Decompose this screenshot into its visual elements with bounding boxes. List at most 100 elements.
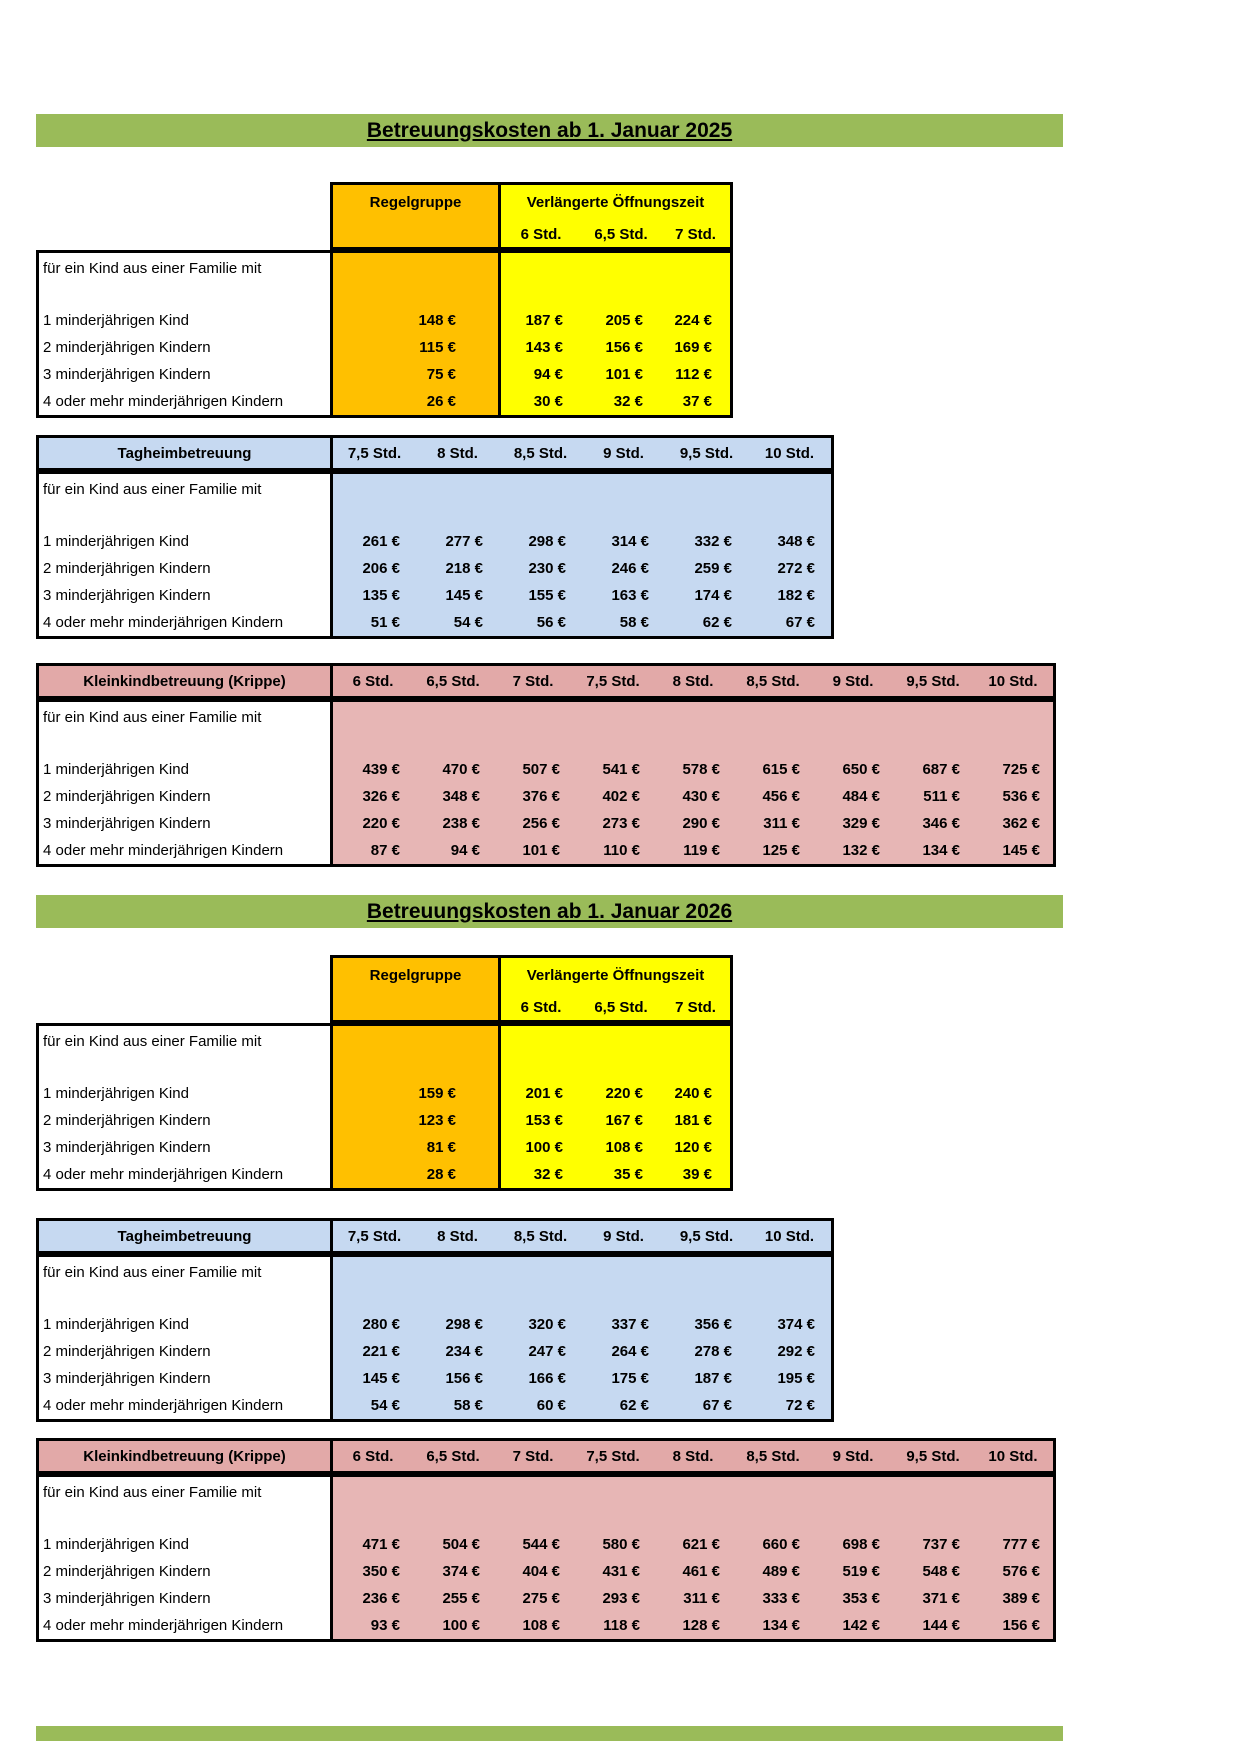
fee-value-cell: 376 €: [493, 783, 573, 810]
column-header-cell: 9 Std.: [582, 1221, 665, 1251]
row-label-cell: 3 minderjährigen Kindern: [39, 582, 333, 609]
column-header-cell: 9,5 Std.: [893, 1441, 973, 1471]
empty-cell: [581, 1026, 661, 1056]
fee-value-cell: 123 €: [333, 1107, 501, 1134]
fee-value-cell: 174 €: [665, 582, 748, 609]
next-section-title-bar-partial: [36, 1726, 1063, 1741]
fee-value-cell: 28 €: [333, 1161, 501, 1188]
fee-value-cell: 145 €: [416, 582, 499, 609]
empty-cell: [573, 1507, 653, 1531]
fee-value-cell: 175 €: [582, 1365, 665, 1392]
fee-value-cell: 145 €: [333, 1365, 416, 1392]
fee-value-cell: 182 €: [748, 582, 831, 609]
column-header-cell: 6,5 Std.: [413, 666, 493, 696]
empty-cell: [581, 253, 661, 283]
empty-cell: [733, 702, 813, 732]
row-label-cell: 4 oder mehr minderjährigen Kindern: [39, 1161, 333, 1188]
regelgruppe-header-cell: Regelgruppe: [333, 958, 501, 1020]
empty-cell: [333, 1477, 413, 1507]
empty-cell: [748, 474, 831, 504]
empty-cell: [573, 732, 653, 756]
fee-value-cell: 128 €: [653, 1612, 733, 1639]
empty-cell: [333, 1026, 501, 1056]
row-label-cell: 1 minderjährigen Kind: [39, 1531, 333, 1558]
fee-value-cell: 51 €: [333, 609, 416, 636]
fee-value-cell: 100 €: [413, 1612, 493, 1639]
fee-value-cell: 504 €: [413, 1531, 493, 1558]
fee-value-cell: 650 €: [813, 756, 893, 783]
column-header-cell: 7,5 Std.: [333, 438, 416, 468]
fee-value-cell: 62 €: [665, 609, 748, 636]
fee-table-body: für ein Kind aus einer Familie mit 1 mind…: [36, 1254, 834, 1422]
empty-cell: [661, 253, 730, 283]
fee-value-cell: 163 €: [582, 582, 665, 609]
regel-table-body: für ein Kind aus einer Familie mit 1 mind…: [36, 1023, 733, 1191]
fee-value-cell: 142 €: [813, 1612, 893, 1639]
fee-value-cell: 37 €: [661, 388, 730, 415]
fee-value-cell: 156 €: [416, 1365, 499, 1392]
fee-value-cell: 148 €: [333, 307, 501, 334]
empty-cell: [733, 1507, 813, 1531]
empty-cell: [501, 1026, 581, 1056]
intro-label-cell: für ein Kind aus einer Familie mit: [39, 702, 333, 732]
column-header-cell: 9 Std.: [813, 1441, 893, 1471]
fee-value-cell: 362 €: [973, 810, 1053, 837]
fee-value-cell: 155 €: [499, 582, 582, 609]
intro-label-cell: für ein Kind aus einer Familie mit: [39, 1477, 333, 1507]
row-label-cell: 1 minderjährigen Kind: [39, 756, 333, 783]
column-header-cell: 10 Std.: [748, 438, 831, 468]
column-header-cell: 6 Std.: [333, 1441, 413, 1471]
empty-cell: [733, 732, 813, 756]
fee-value-cell: 94 €: [413, 837, 493, 864]
empty-cell: [813, 732, 893, 756]
empty-cell: [333, 474, 416, 504]
fee-value-cell: 259 €: [665, 555, 748, 582]
fee-value-cell: 181 €: [661, 1107, 730, 1134]
fee-value-cell: 374 €: [748, 1311, 831, 1338]
empty-cell: [333, 1257, 416, 1287]
fee-value-cell: 35 €: [581, 1161, 661, 1188]
fee-value-cell: 280 €: [333, 1311, 416, 1338]
fee-value-cell: 156 €: [973, 1612, 1053, 1639]
section-title-2025: Betreuungskosten ab 1. Januar 2025: [366, 118, 733, 142]
fee-value-cell: 576 €: [973, 1558, 1053, 1585]
fee-value-cell: 548 €: [893, 1558, 973, 1585]
intro-label-cell: für ein Kind aus einer Familie mit: [39, 474, 333, 504]
empty-cell: [582, 504, 665, 528]
row-label-cell: 4 oder mehr minderjährigen Kindern: [39, 609, 333, 636]
fee-value-cell: 67 €: [665, 1392, 748, 1419]
column-header-cell: 7 Std.: [493, 666, 573, 696]
empty-cell: [573, 702, 653, 732]
empty-cell: [416, 1257, 499, 1287]
empty-cell: [653, 1477, 733, 1507]
fee-value-cell: 261 €: [333, 528, 416, 555]
fee-value-cell: 220 €: [333, 810, 413, 837]
fee-value-cell: 195 €: [748, 1365, 831, 1392]
fee-value-cell: 456 €: [733, 783, 813, 810]
fee-value-cell: 32 €: [501, 1161, 581, 1188]
empty-cell: [665, 1287, 748, 1311]
empty-cell: [653, 1507, 733, 1531]
fee-value-cell: 206 €: [333, 555, 416, 582]
empty-cell: [973, 702, 1053, 732]
fee-value-cell: 277 €: [416, 528, 499, 555]
fee-value-cell: 187 €: [501, 307, 581, 334]
fee-value-cell: 246 €: [582, 555, 665, 582]
fee-value-cell: 30 €: [501, 388, 581, 415]
fee-value-cell: 108 €: [493, 1612, 573, 1639]
empty-cell: [499, 1257, 582, 1287]
column-header-cell: 7 Std.: [661, 221, 730, 247]
section-title-2026: Betreuungskosten ab 1. Januar 2026: [366, 899, 733, 923]
column-header-cell: 8 Std.: [653, 1441, 733, 1471]
fee-value-cell: 256 €: [493, 810, 573, 837]
fee-value-cell: 54 €: [333, 1392, 416, 1419]
fee-value-cell: 58 €: [416, 1392, 499, 1419]
empty-cell: [39, 1056, 333, 1080]
fee-value-cell: 134 €: [733, 1612, 813, 1639]
column-header-cell: 8,5 Std.: [499, 438, 582, 468]
intro-label-cell: für ein Kind aus einer Familie mit: [39, 1026, 333, 1056]
empty-cell: [416, 1287, 499, 1311]
intro-label-cell: für ein Kind aus einer Familie mit: [39, 1257, 333, 1287]
column-header-cell: 7,5 Std.: [333, 1221, 416, 1251]
fee-value-cell: 687 €: [893, 756, 973, 783]
